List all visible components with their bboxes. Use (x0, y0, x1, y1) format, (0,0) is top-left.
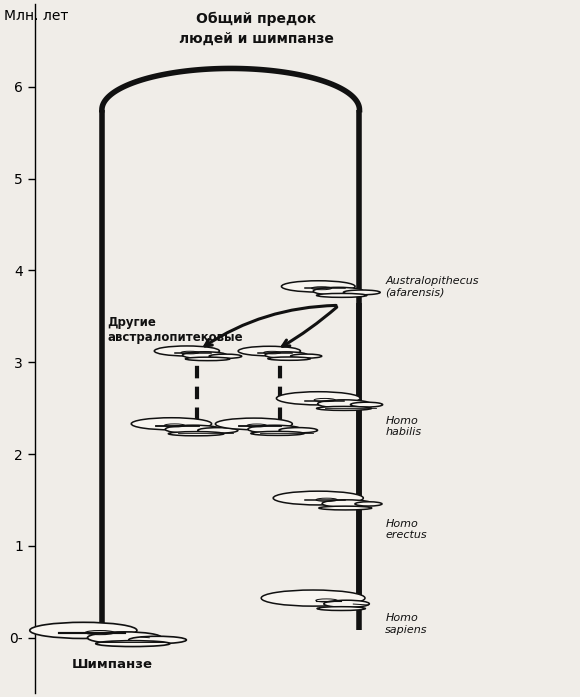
Ellipse shape (317, 293, 367, 298)
Text: Общий предок: Общий предок (197, 12, 317, 26)
Ellipse shape (129, 636, 186, 643)
Ellipse shape (318, 400, 371, 408)
Ellipse shape (322, 500, 372, 507)
Ellipse shape (238, 346, 300, 356)
Ellipse shape (324, 600, 369, 607)
Text: Шимпанзе: Шимпанзе (72, 658, 153, 671)
Ellipse shape (317, 606, 365, 611)
Ellipse shape (355, 502, 382, 506)
Ellipse shape (291, 354, 322, 358)
Ellipse shape (261, 590, 365, 606)
Ellipse shape (343, 290, 380, 295)
Text: Млн. лет: Млн. лет (4, 9, 68, 23)
Ellipse shape (268, 357, 310, 360)
Text: Homo
erectus: Homo erectus (385, 519, 427, 540)
Ellipse shape (248, 425, 301, 433)
Ellipse shape (279, 427, 317, 433)
Text: Homo
sapiens: Homo sapiens (385, 613, 427, 635)
Ellipse shape (251, 431, 304, 436)
Ellipse shape (96, 641, 170, 647)
Ellipse shape (88, 632, 162, 643)
Ellipse shape (265, 352, 307, 358)
Text: Homo
habilis: Homo habilis (385, 415, 421, 437)
Text: Другие
австралопитековые: Другие австралопитековые (107, 316, 242, 344)
Ellipse shape (313, 287, 364, 295)
Ellipse shape (30, 622, 137, 638)
Ellipse shape (183, 352, 227, 359)
Ellipse shape (209, 354, 242, 358)
Ellipse shape (131, 418, 212, 430)
Ellipse shape (215, 418, 292, 430)
Ellipse shape (198, 428, 238, 433)
Text: Australopithecus
(afarensis): Australopithecus (afarensis) (385, 276, 478, 298)
Ellipse shape (168, 431, 224, 436)
Ellipse shape (317, 406, 371, 411)
Ellipse shape (277, 392, 360, 405)
Ellipse shape (281, 281, 355, 292)
Ellipse shape (154, 346, 219, 356)
Ellipse shape (273, 491, 363, 505)
Text: людей и шимпанзе: людей и шимпанзе (179, 31, 334, 46)
Ellipse shape (319, 506, 372, 510)
Ellipse shape (350, 402, 383, 407)
Ellipse shape (186, 357, 230, 360)
Ellipse shape (165, 425, 221, 434)
